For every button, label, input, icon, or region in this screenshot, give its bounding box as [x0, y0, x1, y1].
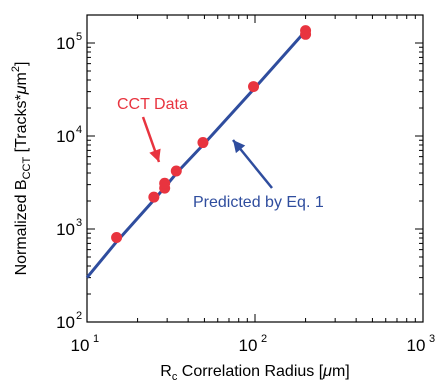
- annotation-arrows: [141, 116, 273, 189]
- cct-data-point: [248, 81, 260, 93]
- cct-data-point: [159, 177, 171, 189]
- x-axis-label-text: Correlation Radius [: [177, 363, 323, 380]
- x-tick-label-exponent: 1: [93, 333, 99, 345]
- y-tick-label: 10: [56, 34, 75, 53]
- cct-data-point: [197, 137, 209, 149]
- cct-data-point: [170, 165, 182, 177]
- cct-data-point: [300, 25, 312, 37]
- y-tick-label: 10: [56, 127, 75, 146]
- y-axis-label-close: ]: [13, 62, 30, 66]
- predicted-line: [85, 29, 307, 279]
- x-tick-label-exponent: 2: [261, 333, 267, 345]
- y-tick-label: 10: [56, 313, 75, 332]
- annotation-predicted: Predicted by Eq. 1: [193, 194, 324, 211]
- x-axis-label-mu: μ: [322, 363, 332, 380]
- y-tick-label: 10: [56, 220, 75, 239]
- x-axis-label-subscript: c: [172, 371, 178, 383]
- x-tick-label: 10: [407, 336, 426, 355]
- series-layer: [85, 25, 312, 279]
- x-tick-label: 10: [71, 336, 90, 355]
- cct-data-arrow-head: [149, 148, 161, 162]
- axis-ticks: [86, 14, 423, 323]
- y-tick-label-exponent: 5: [76, 31, 82, 43]
- y-axis-label-subscript: CCT: [21, 157, 33, 180]
- y-tick-label-exponent: 4: [76, 124, 82, 136]
- predicted-arrow-head: [233, 140, 246, 154]
- y-axis-label-superscript: 2: [10, 66, 22, 72]
- y-axis-label: Normalized BCCT [Tracks*μm2]: [10, 62, 33, 276]
- x-tick-label-exponent: 3: [429, 333, 435, 345]
- y-axis-label-mu: μ: [13, 85, 30, 95]
- y-axis-label-prefix: Normalized B: [13, 179, 30, 275]
- x-axis-label: Rc Correlation Radius [μm]: [160, 363, 349, 383]
- cct-data-point: [148, 191, 160, 203]
- cct-data-point: [111, 232, 123, 244]
- y-tick-label-exponent: 3: [76, 217, 82, 229]
- y-axis-label-text: [Tracks*: [13, 94, 30, 157]
- axis-tick-labels: 10 1 10 2 10 310 210 310 410 5: [56, 31, 435, 355]
- y-axis-label-unit: m: [13, 72, 30, 85]
- annotation-cct-data: CCT Data: [117, 96, 188, 113]
- x-tick-label: 10: [239, 336, 258, 355]
- y-tick-label-exponent: 2: [76, 310, 82, 322]
- x-axis-label-prefix: R: [160, 363, 172, 380]
- x-axis-label-unit: m]: [332, 363, 350, 380]
